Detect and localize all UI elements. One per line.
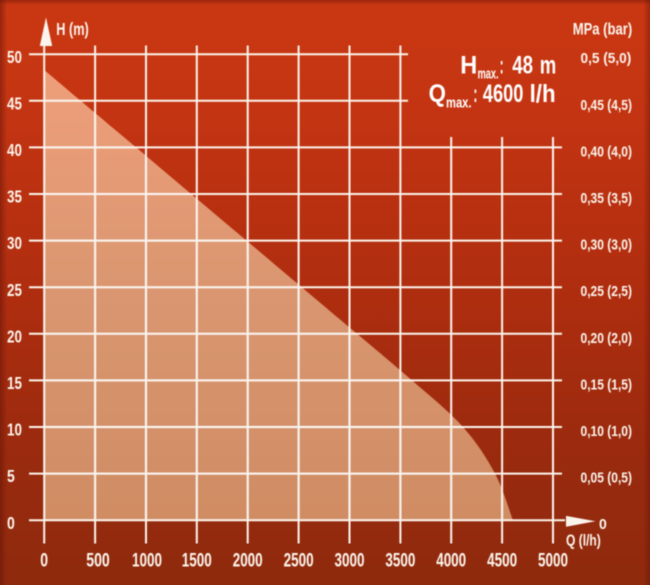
svg-text:2000: 2000 <box>233 551 263 572</box>
svg-text:0: 0 <box>599 516 607 533</box>
svg-text:4500: 4500 <box>487 551 517 572</box>
svg-text:30: 30 <box>7 233 22 253</box>
svg-text:H (m): H (m) <box>56 19 89 39</box>
svg-text:Q (l/h): Q (l/h) <box>566 532 601 549</box>
svg-text:20: 20 <box>7 326 22 346</box>
svg-text:0,10 (1,0): 0,10 (1,0) <box>581 423 633 440</box>
svg-text:max.: max. <box>446 95 472 112</box>
svg-text:2500: 2500 <box>284 551 314 572</box>
svg-text:1500: 1500 <box>182 551 212 572</box>
svg-text:l/h: l/h <box>530 80 556 108</box>
svg-text:0,20 (2,0): 0,20 (2,0) <box>581 330 633 347</box>
svg-text:H: H <box>460 52 477 80</box>
svg-text:40: 40 <box>7 140 22 160</box>
svg-text:5000: 5000 <box>538 551 568 572</box>
svg-text:0,45 (4,5): 0,45 (4,5) <box>581 97 633 114</box>
svg-text:25: 25 <box>7 280 22 300</box>
svg-text:0,15 (1,5): 0,15 (1,5) <box>581 376 633 393</box>
svg-text:10: 10 <box>7 420 22 440</box>
svg-text:0: 0 <box>40 551 48 572</box>
svg-text:max.: max. <box>478 65 499 82</box>
svg-text:45: 45 <box>7 93 22 113</box>
svg-text:3500: 3500 <box>385 551 415 572</box>
svg-text:50: 50 <box>7 47 22 67</box>
svg-text:0,25 (2,5): 0,25 (2,5) <box>581 283 633 300</box>
svg-text::: : <box>474 80 478 108</box>
svg-text:0,5 (5,0): 0,5 (5,0) <box>581 50 632 67</box>
svg-text:0,35 (3,5): 0,35 (3,5) <box>581 190 633 207</box>
svg-text:4000: 4000 <box>436 551 466 572</box>
svg-text::: : <box>500 52 504 80</box>
svg-text:500: 500 <box>86 551 110 572</box>
svg-text:0: 0 <box>7 513 15 533</box>
svg-text:Q: Q <box>429 80 446 108</box>
svg-text:5: 5 <box>7 466 15 486</box>
svg-text:1000: 1000 <box>132 551 162 572</box>
svg-text:0,30 (3,0): 0,30 (3,0) <box>581 237 633 254</box>
svg-text:0,40 (4,0): 0,40 (4,0) <box>581 143 633 160</box>
svg-text:4600: 4600 <box>483 80 524 108</box>
svg-text:MPa (bar): MPa (bar) <box>573 19 633 38</box>
svg-text:3000: 3000 <box>335 551 365 572</box>
svg-text:35: 35 <box>7 187 22 207</box>
svg-text:0,05 (0,5): 0,05 (0,5) <box>581 470 633 487</box>
svg-text:48: 48 <box>512 52 533 80</box>
svg-text:15: 15 <box>7 373 22 393</box>
svg-text:m: m <box>540 52 557 80</box>
